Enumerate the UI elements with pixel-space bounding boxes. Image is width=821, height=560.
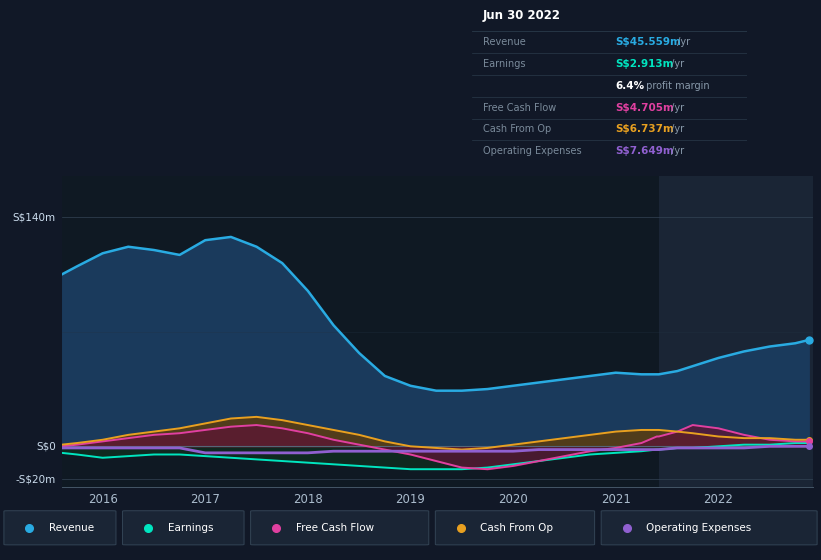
Text: profit margin: profit margin (644, 81, 710, 91)
Text: Jun 30 2022: Jun 30 2022 (483, 9, 561, 22)
Text: Free Cash Flow: Free Cash Flow (296, 523, 374, 533)
Text: Operating Expenses: Operating Expenses (646, 523, 751, 533)
Text: S$2.913m: S$2.913m (615, 59, 673, 69)
Text: Cash From Op: Cash From Op (483, 124, 552, 134)
Text: S$4.705m: S$4.705m (615, 102, 674, 113)
Text: S$0: S$0 (36, 441, 56, 451)
Text: /yr: /yr (667, 124, 684, 134)
FancyBboxPatch shape (122, 511, 244, 545)
Text: S$140m: S$140m (12, 212, 56, 222)
Text: Free Cash Flow: Free Cash Flow (483, 102, 557, 113)
Text: 6.4%: 6.4% (615, 81, 644, 91)
Text: /yr: /yr (667, 59, 684, 69)
Text: Revenue: Revenue (483, 37, 525, 46)
FancyBboxPatch shape (435, 511, 594, 545)
Text: S$7.649m: S$7.649m (615, 146, 674, 156)
Text: Operating Expenses: Operating Expenses (483, 146, 582, 156)
Text: -S$20m: -S$20m (16, 474, 56, 484)
Text: Earnings: Earnings (483, 59, 525, 69)
FancyBboxPatch shape (601, 511, 817, 545)
Bar (659, 176, 813, 487)
Text: /yr: /yr (674, 37, 690, 46)
Text: S$6.737m: S$6.737m (615, 124, 674, 134)
Text: /yr: /yr (667, 102, 684, 113)
FancyBboxPatch shape (4, 511, 116, 545)
Text: S$45.559m: S$45.559m (615, 37, 681, 46)
Text: Cash From Op: Cash From Op (480, 523, 553, 533)
FancyBboxPatch shape (250, 511, 429, 545)
Text: /yr: /yr (667, 146, 684, 156)
Text: Revenue: Revenue (49, 523, 94, 533)
Text: Earnings: Earnings (167, 523, 213, 533)
